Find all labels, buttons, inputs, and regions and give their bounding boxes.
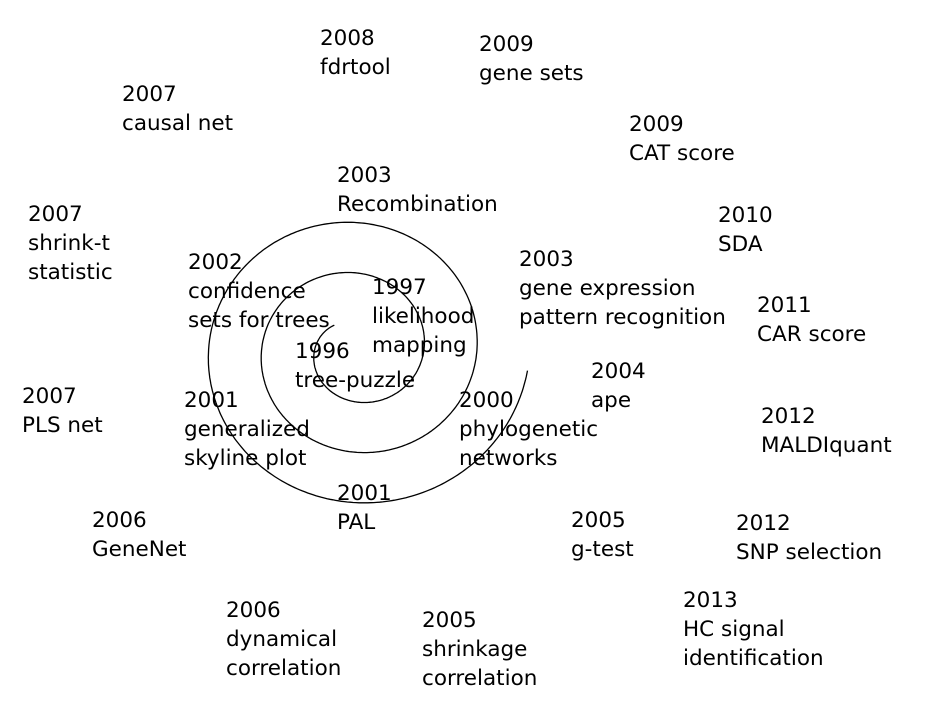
milestone-label-l2012a: 2012 MALDIquant xyxy=(761,402,892,460)
milestone-title-line: PAL xyxy=(337,510,376,535)
milestone-year: 2012 xyxy=(761,404,816,429)
milestone-label-l2007c: 2007 causal net xyxy=(122,80,233,138)
milestone-label-l2010: 2010 SDA xyxy=(718,201,773,259)
milestone-title-line: CAR score xyxy=(757,322,867,347)
milestone-year: 2001 xyxy=(337,481,392,506)
milestone-title-line: correlation xyxy=(226,656,342,681)
milestone-year: 2003 xyxy=(337,163,392,188)
milestone-title-line: PLS net xyxy=(22,413,103,438)
milestone-year: 2010 xyxy=(718,203,773,228)
milestone-label-l2007b: 2007 shrink-t statistic xyxy=(28,200,113,287)
milestone-title-line: gene sets xyxy=(479,61,584,86)
milestone-title-line: gene expression xyxy=(519,276,696,301)
milestone-label-l2001a: 2001 PAL xyxy=(337,479,392,537)
milestone-title-line: pattern recognition xyxy=(519,305,726,330)
milestone-year: 1997 xyxy=(372,275,427,300)
milestone-title-line: skyline plot xyxy=(184,446,307,471)
milestone-year: 2007 xyxy=(122,82,177,107)
milestone-label-l2004: 2004 ape xyxy=(591,357,646,415)
milestone-label-l2000: 2000 phylogenetic networks xyxy=(459,386,598,473)
milestone-title-line: likelihood xyxy=(372,304,475,329)
milestone-label-l2009b: 2009 CAT score xyxy=(629,110,735,168)
milestone-label-l2002: 2002 confidence sets for trees xyxy=(188,248,330,335)
milestone-label-l2011: 2011 CAR score xyxy=(757,291,866,349)
milestone-year: 2007 xyxy=(22,384,77,409)
milestone-title-line: sets for trees xyxy=(188,308,330,333)
milestone-title-line: shrinkage xyxy=(422,637,528,662)
milestone-title-line: confidence xyxy=(188,279,306,304)
milestone-year: 2007 xyxy=(28,202,83,227)
milestone-label-l1996: 1996 tree-puzzle xyxy=(295,337,415,395)
milestone-year: 2005 xyxy=(422,608,477,633)
milestone-year: 2003 xyxy=(519,247,574,272)
milestone-label-l2001b: 2001 generalized skyline plot xyxy=(184,386,310,473)
milestone-title-line: identification xyxy=(683,646,824,671)
milestone-title-line: networks xyxy=(459,446,558,471)
milestone-title-line: dynamical xyxy=(226,627,338,652)
milestone-title-line: shrink-t xyxy=(28,231,110,256)
milestone-label-l2012b: 2012 SNP selection xyxy=(736,509,882,567)
milestone-year: 2009 xyxy=(479,32,534,57)
milestone-label-l2006a: 2006 dynamical correlation xyxy=(226,596,341,683)
milestone-year: 2000 xyxy=(459,388,514,413)
milestone-title-line: causal net xyxy=(122,111,234,136)
milestone-label-l1997: 1997 likelihood mapping xyxy=(372,273,474,360)
milestone-title-line: SNP selection xyxy=(736,540,883,565)
milestone-title-line: fdrtool xyxy=(320,55,391,80)
milestone-title-line: GeneNet xyxy=(92,537,187,562)
milestone-title-line: mapping xyxy=(372,333,467,358)
milestone-label-l2008: 2008 fdrtool xyxy=(320,24,391,82)
milestone-year: 1996 xyxy=(295,339,350,364)
milestone-label-l2007a: 2007 PLS net xyxy=(22,382,103,440)
milestone-label-l2006b: 2006 GeneNet xyxy=(92,506,186,564)
timeline-spiral-line xyxy=(207,221,529,504)
milestone-year: 2009 xyxy=(629,112,684,137)
milestone-title-line: correlation xyxy=(422,666,538,691)
milestone-label-l2013: 2013 HC signal identification xyxy=(683,586,824,673)
milestone-year: 2006 xyxy=(226,598,281,623)
milestone-year: 2013 xyxy=(683,588,738,613)
milestone-title-line: SDA xyxy=(718,232,763,257)
milestone-label-l2009a: 2009 gene sets xyxy=(479,30,584,88)
milestone-label-l2003a: 2003 Recombination xyxy=(337,161,498,219)
milestone-title-line: HC signal xyxy=(683,617,785,642)
milestone-label-l2005b: 2005 shrinkage correlation xyxy=(422,606,537,693)
milestone-title-line: ape xyxy=(591,388,632,413)
milestone-title-line: generalized xyxy=(184,417,310,442)
milestone-title-line: CAT score xyxy=(629,141,735,166)
milestone-year: 2002 xyxy=(188,250,243,275)
milestone-year: 2001 xyxy=(184,388,239,413)
milestone-title-line: statistic xyxy=(28,260,113,285)
milestone-year: 2005 xyxy=(571,508,626,533)
milestone-label-l2005a: 2005 g-test xyxy=(571,506,634,564)
milestone-title-line: Recombination xyxy=(337,192,498,217)
milestone-title-line: phylogenetic xyxy=(459,417,599,442)
milestone-title-line: g-test xyxy=(571,537,634,562)
milestone-title-line: tree-puzzle xyxy=(295,368,416,393)
milestone-title-line: MALDIquant xyxy=(761,433,892,458)
milestone-year: 2008 xyxy=(320,26,375,51)
milestone-label-l2003b: 2003 gene expression pattern recognition xyxy=(519,245,726,332)
milestone-year: 2006 xyxy=(92,508,147,533)
milestone-year: 2012 xyxy=(736,511,791,536)
milestone-year: 2011 xyxy=(757,293,812,318)
milestone-year: 2004 xyxy=(591,359,646,384)
